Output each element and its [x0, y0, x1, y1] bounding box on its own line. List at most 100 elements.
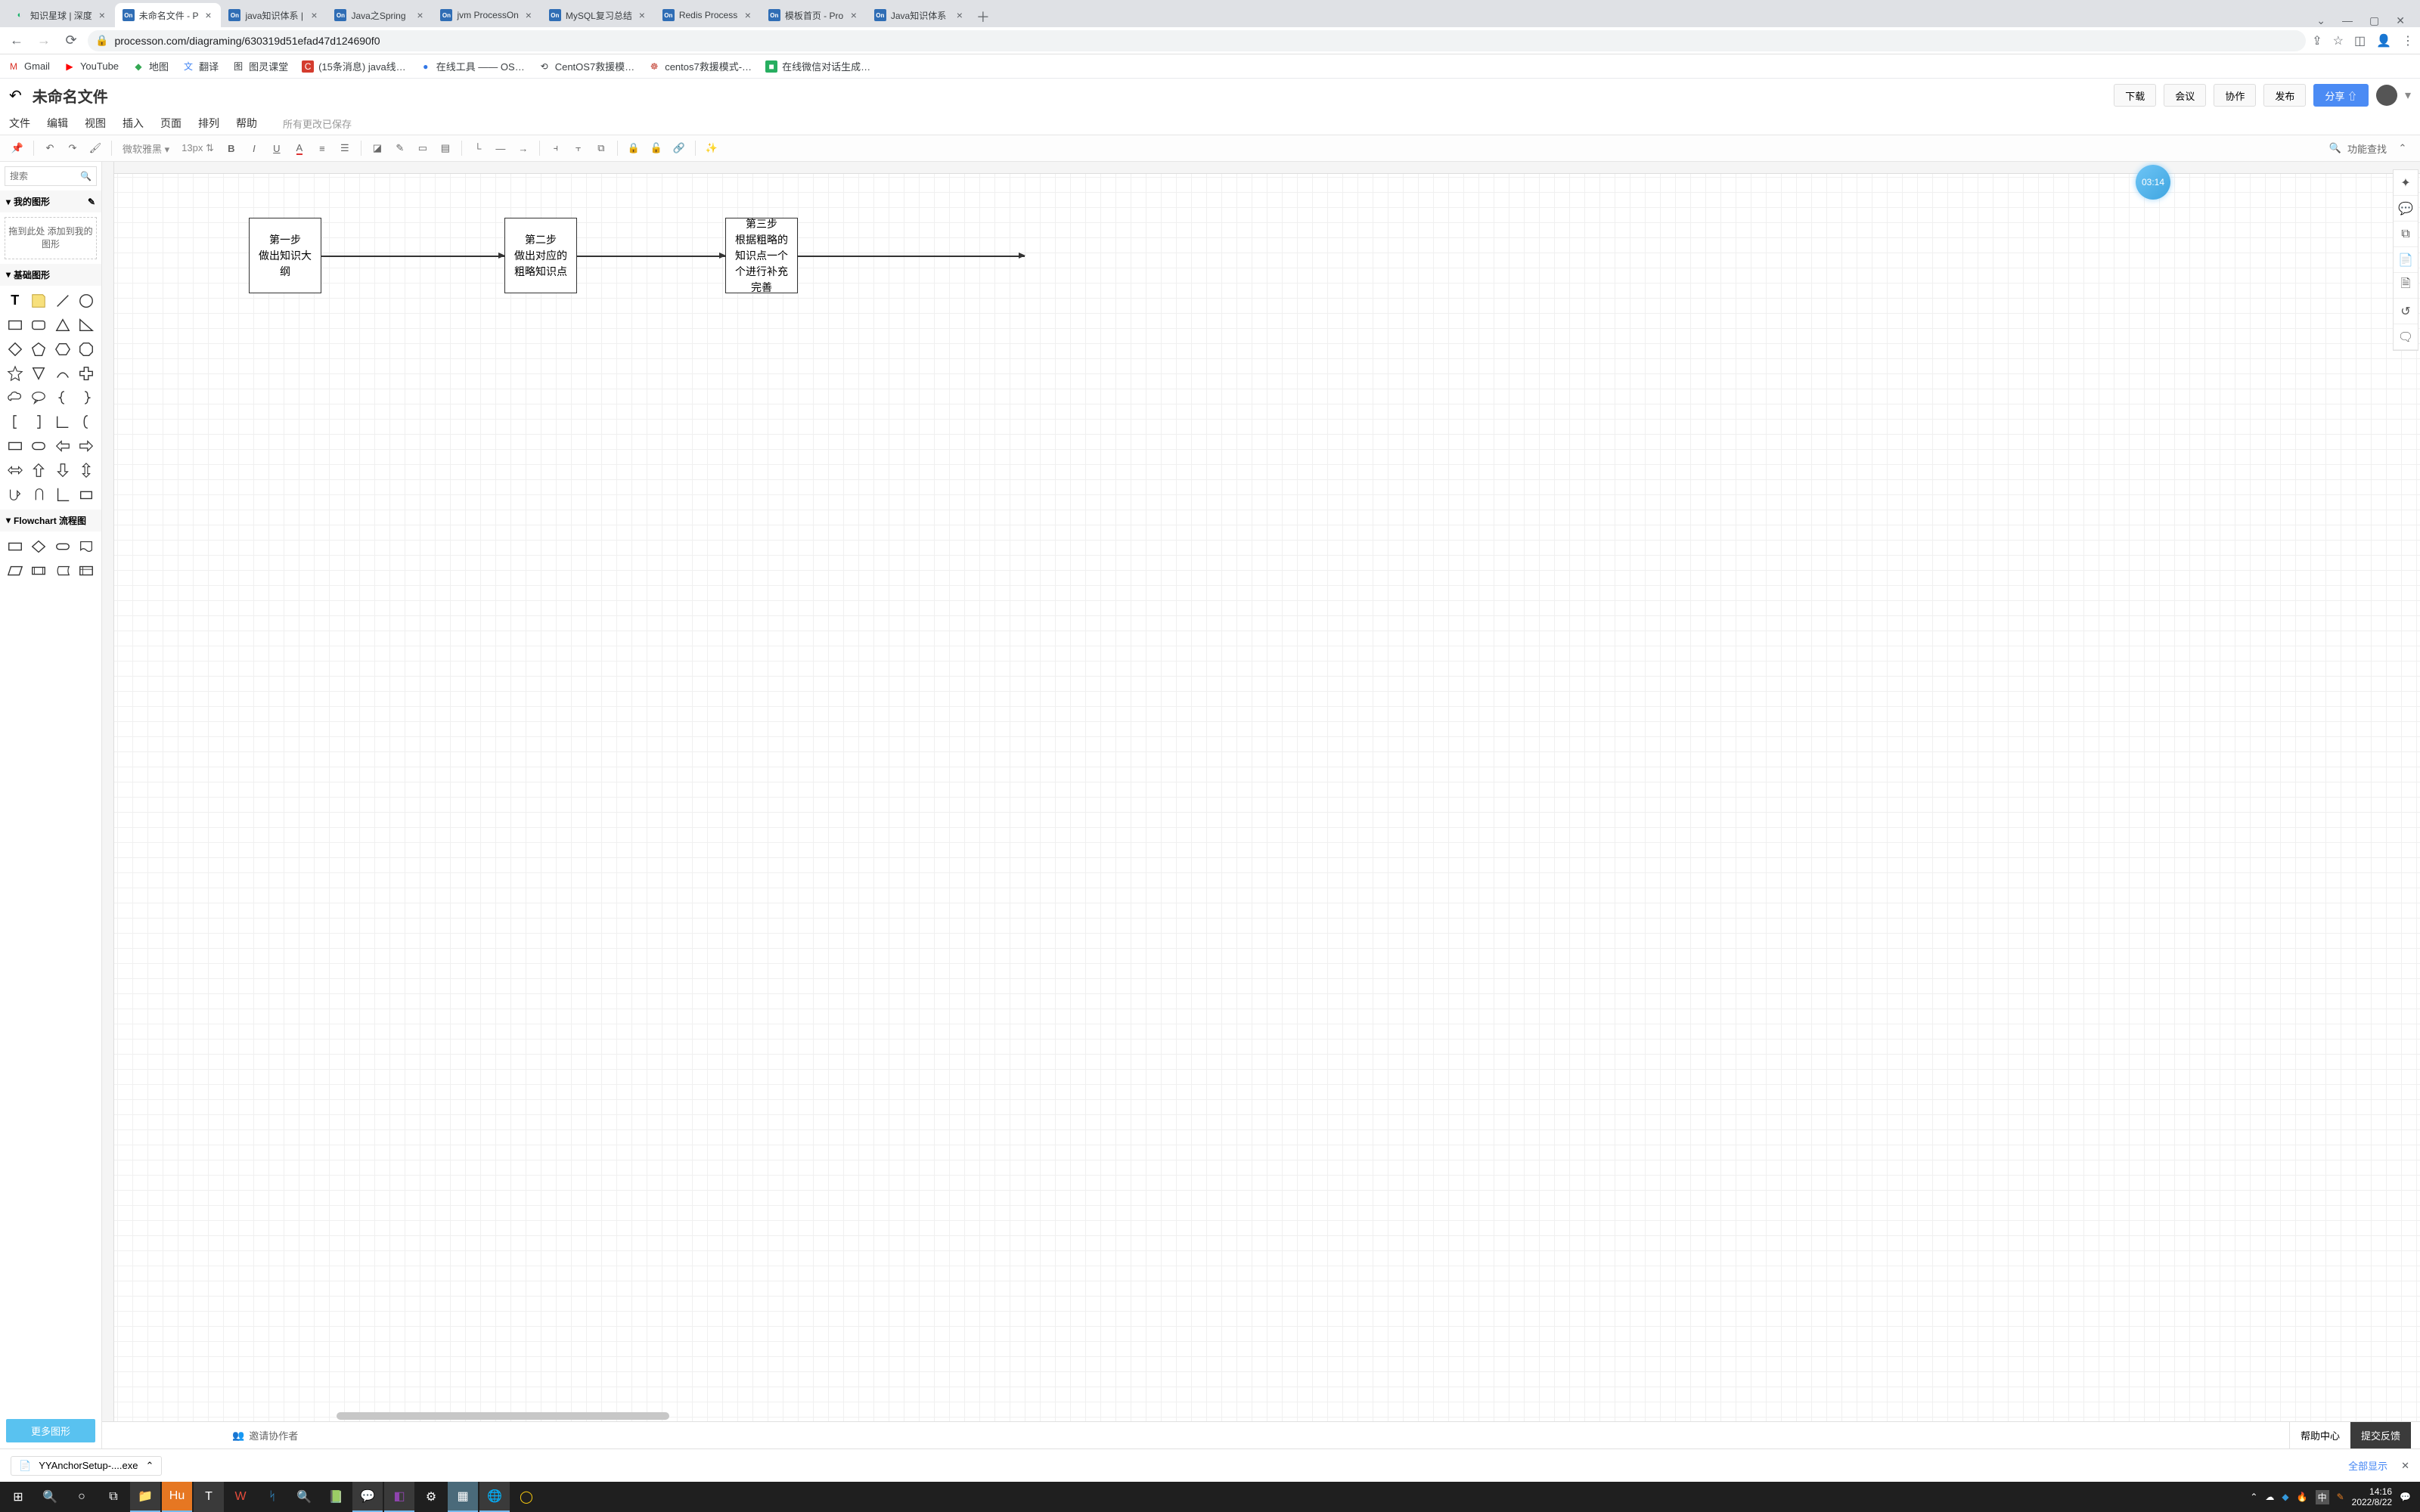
diamond-shape[interactable]: [5, 339, 26, 360]
unlock-icon[interactable]: 🔓: [647, 138, 666, 158]
cross-shape[interactable]: [76, 363, 98, 384]
share-button[interactable]: 分享 ⇧: [2313, 84, 2369, 107]
line-shape[interactable]: [52, 290, 73, 311]
section-basic-shapes[interactable]: ▾ 基础图形: [0, 264, 101, 286]
bookmark-item[interactable]: ⟲CentOS7救援模…: [538, 59, 634, 73]
feedback-button[interactable]: 提交反馈: [2350, 1422, 2411, 1448]
border-icon[interactable]: ▭: [413, 138, 433, 158]
process-shape[interactable]: [5, 536, 26, 557]
close-icon[interactable]: ×: [203, 10, 213, 20]
arrow-left-shape[interactable]: [52, 435, 73, 457]
format-painter-icon[interactable]: 🖌: [85, 138, 105, 158]
close-icon[interactable]: ×: [97, 10, 107, 20]
browser-tab[interactable]: On未命名文件 - P×: [115, 3, 222, 27]
circle-shape[interactable]: [76, 290, 98, 311]
align-left-icon[interactable]: ⫞: [546, 138, 566, 158]
arrow-up-shape[interactable]: [29, 460, 50, 481]
app-icon[interactable]: ᛋ: [257, 1482, 287, 1512]
triangle-shape[interactable]: [52, 314, 73, 336]
bookmark-item[interactable]: ●在线工具 —— OS…: [420, 59, 525, 73]
capsule-shape[interactable]: [29, 435, 50, 457]
close-icon[interactable]: ×: [637, 10, 647, 20]
align-icon[interactable]: ≡: [312, 138, 332, 158]
list-icon[interactable]: ☰: [335, 138, 355, 158]
taskview-icon[interactable]: ⧉: [98, 1482, 129, 1512]
maximize-icon[interactable]: ▢: [2369, 14, 2379, 27]
menu-view[interactable]: 视图: [85, 116, 106, 131]
browser-tab[interactable]: On模板首页 - Pro×: [761, 3, 867, 27]
hexagon-shape[interactable]: [52, 339, 73, 360]
border-style-icon[interactable]: ▤: [436, 138, 455, 158]
close-icon[interactable]: ✕: [2396, 14, 2405, 27]
close-icon[interactable]: ×: [849, 10, 859, 20]
tray-icon[interactable]: 🔥: [2297, 1492, 2308, 1502]
chevron-up-icon[interactable]: ⌃: [145, 1460, 154, 1472]
menu-page[interactable]: 页面: [160, 116, 182, 131]
layers-icon[interactable]: ⧉: [2394, 222, 2418, 247]
browser-tab[interactable]: OnMySQL复习总结×: [541, 3, 655, 27]
more-shapes-button[interactable]: 更多图形: [6, 1419, 95, 1442]
bracket-right-shape[interactable]: [29, 411, 50, 432]
arrow-updown-shape[interactable]: [76, 460, 98, 481]
shape-search[interactable]: 🔍: [5, 166, 97, 186]
bracket-left-shape[interactable]: [5, 411, 26, 432]
connector-icon[interactable]: └: [468, 138, 488, 158]
url-input[interactable]: 🔒 processon.com/diagraming/630319d51efad…: [88, 30, 2306, 51]
ime-icon[interactable]: 中: [2316, 1490, 2329, 1504]
app-icon[interactable]: T: [194, 1482, 224, 1512]
collaborate-button[interactable]: 协作: [2214, 84, 2256, 107]
bookmark-item[interactable]: ◆地图: [132, 59, 169, 73]
app-icon[interactable]: ▦: [448, 1482, 478, 1512]
arrow-double-shape[interactable]: [5, 460, 26, 481]
cloud-shape[interactable]: [5, 387, 26, 408]
show-all-downloads[interactable]: 全部显示: [2348, 1458, 2387, 1473]
star-icon[interactable]: ☆: [2333, 33, 2344, 48]
comment-icon[interactable]: 💬: [2394, 196, 2418, 222]
app-icon[interactable]: Hu: [162, 1482, 192, 1512]
fill-color-icon[interactable]: ◪: [368, 138, 387, 158]
browser-tab[interactable]: ◐知识星球 | 深度×: [6, 3, 115, 27]
search-icon[interactable]: 🔍: [35, 1482, 65, 1512]
terminator-shape[interactable]: [52, 536, 73, 557]
undo-icon[interactable]: ↶: [40, 138, 60, 158]
chevron-down-icon[interactable]: ⌄: [2316, 14, 2325, 27]
lock-icon[interactable]: 🔒: [624, 138, 644, 158]
invite-collaborators[interactable]: 👥邀请协作者: [232, 1428, 298, 1442]
italic-icon[interactable]: I: [244, 138, 264, 158]
corner-shape[interactable]: [52, 411, 73, 432]
app-icon[interactable]: 📗: [321, 1482, 351, 1512]
single-brace-shape[interactable]: [76, 411, 98, 432]
redo-icon[interactable]: ↷: [63, 138, 82, 158]
page-icon[interactable]: 📄: [2394, 247, 2418, 273]
flowchart-arrow[interactable]: [798, 256, 1025, 257]
explorer-icon[interactable]: 📁: [130, 1482, 160, 1512]
app-icon[interactable]: W: [225, 1482, 256, 1512]
help-center-button[interactable]: 帮助中心: [2289, 1422, 2350, 1448]
edit-icon[interactable]: ✎: [88, 197, 95, 207]
menu-insert[interactable]: 插入: [123, 116, 144, 131]
back-icon[interactable]: ↶: [9, 86, 22, 105]
trapezoid-shape[interactable]: [29, 363, 50, 384]
callout-shape[interactable]: [29, 387, 50, 408]
pin-icon[interactable]: 📌: [8, 138, 27, 158]
app-icon[interactable]: ◯: [511, 1482, 541, 1512]
profile-icon[interactable]: 👤: [2376, 33, 2391, 48]
bookmark-item[interactable]: 文翻译: [182, 59, 219, 73]
data-shape[interactable]: [5, 560, 26, 581]
tray-icon[interactable]: ✎: [2337, 1492, 2344, 1502]
tray-chevron-icon[interactable]: ⌃: [2250, 1492, 2257, 1502]
close-icon[interactable]: ×: [309, 10, 319, 20]
flowchart-node[interactable]: 第一步 做出知识大纲: [249, 218, 321, 293]
close-icon[interactable]: ×: [954, 10, 965, 20]
avatar[interactable]: [2376, 85, 2397, 106]
minimize-icon[interactable]: —: [2342, 14, 2353, 27]
bookmark-item[interactable]: C(15条消息) java线…: [302, 59, 406, 73]
group-icon[interactable]: ⧉: [591, 138, 611, 158]
meeting-button[interactable]: 会议: [2164, 84, 2206, 107]
close-icon[interactable]: ✕: [2401, 1460, 2409, 1472]
settings-icon[interactable]: ⚙: [416, 1482, 446, 1512]
distribute-icon[interactable]: ⫟: [569, 138, 588, 158]
feature-search[interactable]: 功能查找: [2347, 141, 2387, 156]
arrow-turn-shape[interactable]: [5, 484, 26, 505]
decision-shape[interactable]: [29, 536, 50, 557]
